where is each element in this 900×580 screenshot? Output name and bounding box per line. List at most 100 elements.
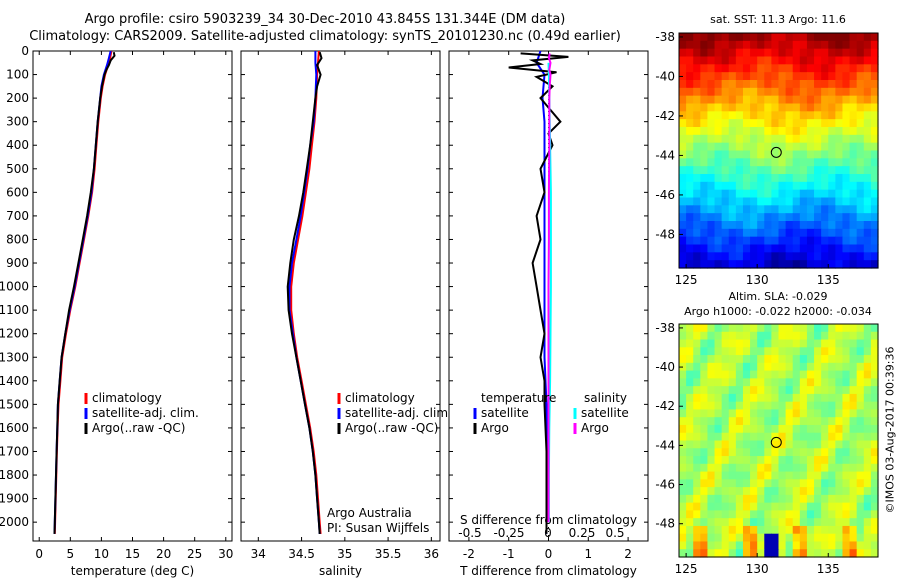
sla_map-cell — [679, 456, 687, 465]
sst_map-cell — [721, 189, 730, 199]
sla_map-cell — [842, 541, 851, 550]
sla_map-cell — [693, 518, 701, 527]
sla_map-cell — [856, 386, 865, 395]
sla_map-cell — [842, 393, 851, 403]
sst_map-cell — [799, 95, 808, 105]
temperature-legend-label: climatology — [92, 391, 162, 405]
sst_map-cell — [707, 236, 716, 246]
sla_map-cell — [728, 409, 737, 418]
sla_map-cell — [870, 401, 879, 411]
sst_map-cell — [842, 181, 851, 191]
sst_map-cell — [721, 181, 730, 191]
sst_map-cell — [870, 127, 879, 136]
sla_map-cell — [814, 393, 822, 403]
sst_map-cell — [835, 213, 844, 222]
sst_map-cell — [757, 87, 765, 97]
sst_map-cell — [849, 95, 858, 105]
sst_map-cell — [863, 56, 872, 65]
sla_map-cell — [721, 331, 730, 341]
sst_map-cell — [863, 221, 872, 230]
sla_map-cell — [821, 549, 829, 558]
sla_map-cell — [814, 362, 822, 372]
sst_map-cell — [849, 228, 858, 238]
sla_map-cell — [714, 355, 723, 364]
sst_map-cell — [792, 166, 801, 175]
sla_map-cell — [686, 378, 694, 387]
sst_map-cell — [806, 40, 815, 50]
sst_map-cell — [771, 252, 780, 261]
sla_map-cell — [721, 417, 730, 426]
sst_map-cell — [870, 166, 879, 175]
sst_map-cell — [757, 158, 765, 167]
sla_map-cell — [750, 370, 758, 379]
sla_map-cell — [750, 432, 758, 442]
difference-legend-t-label: Argo — [481, 421, 509, 435]
sst_map-cell — [686, 181, 694, 191]
sla_map-cell — [842, 370, 851, 379]
sla_map-cell — [856, 409, 865, 418]
sla_map-cell — [750, 487, 758, 496]
sst_map-cell — [757, 197, 765, 206]
sst_map-cell — [686, 134, 694, 144]
sst_map-cell — [750, 158, 758, 167]
sla_map-cell — [679, 448, 687, 457]
sst_map-cell — [693, 189, 701, 199]
sst_map-cell — [806, 197, 815, 206]
sst_map-cell — [814, 95, 822, 105]
sla_map-cell — [714, 347, 723, 356]
sst_map-cell — [863, 228, 872, 238]
sla_map-cell — [735, 533, 744, 543]
sla_map-cell — [870, 463, 879, 473]
sst_map-cell — [799, 87, 808, 97]
sla_map-argo-position-marker — [770, 436, 782, 448]
sst_map-cell — [849, 158, 858, 167]
sla_map-cell — [750, 424, 758, 434]
sla_map-cell — [735, 518, 744, 527]
sla_map-cell — [814, 355, 822, 364]
sst_map-cell — [814, 33, 822, 42]
sst_map-cell — [835, 87, 844, 97]
sla_map-cell — [750, 463, 758, 473]
sla_map-cell — [714, 370, 723, 379]
sst_map-cell — [870, 236, 879, 246]
sst_map-cell — [764, 260, 772, 269]
sst_map-cell — [835, 48, 844, 58]
sla_map-cell — [849, 362, 858, 372]
sla_map-cell — [700, 479, 709, 488]
sla_map-cell — [856, 549, 865, 558]
sst_map-cell — [799, 142, 808, 152]
sst_map-cell — [721, 197, 730, 206]
sst_map-cell — [814, 87, 822, 97]
sla_map-ytick-label: -44 — [655, 438, 675, 452]
sla_map-cell — [863, 339, 872, 348]
sla_map-cell — [735, 409, 744, 418]
sla_map-cell — [714, 479, 723, 488]
sla_map-cell — [721, 479, 730, 488]
sla_map-cell — [757, 448, 765, 457]
sla_map-cell — [870, 549, 879, 558]
sst_map-cell — [863, 119, 872, 128]
sla_map-cell — [856, 510, 865, 519]
sla_map-cell — [835, 494, 844, 504]
sla_map-cell — [870, 533, 879, 543]
sst_map-cell — [842, 197, 851, 206]
sla_map-cell — [799, 417, 808, 426]
sla_map-cell — [771, 448, 780, 457]
sla_map-cell — [828, 347, 836, 356]
sla_map-cell — [828, 370, 836, 379]
sla_map-cell — [778, 386, 787, 395]
sla_map-cell — [714, 339, 723, 348]
sst_map-cell — [814, 181, 822, 191]
sst_map-cell — [828, 111, 836, 120]
sla_map-cell — [679, 355, 687, 364]
sla_map-cell — [856, 424, 865, 434]
sla_map-cell — [842, 424, 851, 434]
sst_map-cell — [814, 252, 822, 261]
sla_map-cell — [821, 525, 829, 535]
sst_map-cell — [821, 64, 829, 73]
sst_map-cell — [771, 127, 780, 136]
sst_map-cell — [835, 119, 844, 128]
sst_map-cell — [679, 189, 687, 199]
sla_map-cell — [728, 393, 737, 403]
sla_map-cell — [764, 324, 772, 333]
